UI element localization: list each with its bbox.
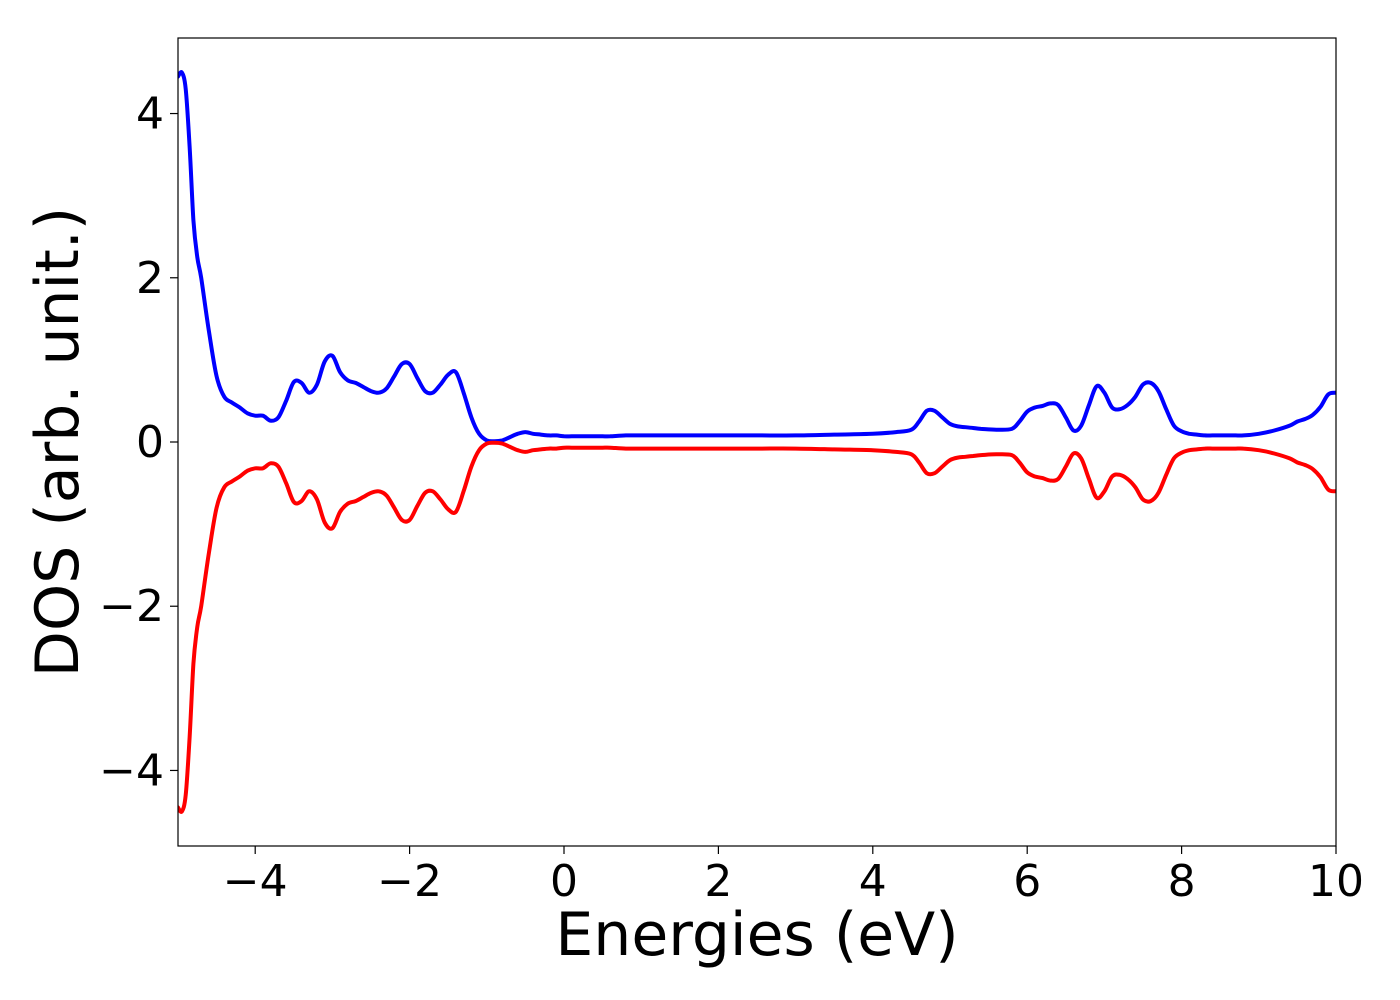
x-tick-label: −4 bbox=[223, 856, 288, 907]
y-axis-title: DOS (arb. unit.) bbox=[23, 207, 93, 677]
y-tick-label: 4 bbox=[136, 89, 164, 140]
series-line-2 bbox=[178, 440, 1336, 814]
x-tick-label: 10 bbox=[1308, 856, 1364, 907]
x-axis-title: Energies (eV) bbox=[555, 900, 958, 970]
x-tick-label: 6 bbox=[1013, 856, 1041, 907]
x-tick-label: −2 bbox=[377, 856, 442, 907]
x-axis-ticks: −4 −2 0 2 4 6 8 10 bbox=[223, 846, 1364, 907]
x-tick-label: 2 bbox=[704, 856, 732, 907]
x-tick-label: 4 bbox=[859, 856, 887, 907]
y-tick-label: −2 bbox=[99, 581, 164, 632]
series-layer bbox=[178, 70, 1336, 814]
y-axis-ticks: −4 −2 0 2 4 bbox=[99, 89, 178, 796]
y-tick-label: 2 bbox=[136, 253, 164, 304]
x-tick-label: 0 bbox=[550, 856, 578, 907]
series-line-1 bbox=[178, 70, 1336, 444]
x-tick-label: 8 bbox=[1168, 856, 1196, 907]
y-tick-label: −4 bbox=[99, 745, 164, 796]
y-tick-label: 0 bbox=[136, 417, 164, 468]
